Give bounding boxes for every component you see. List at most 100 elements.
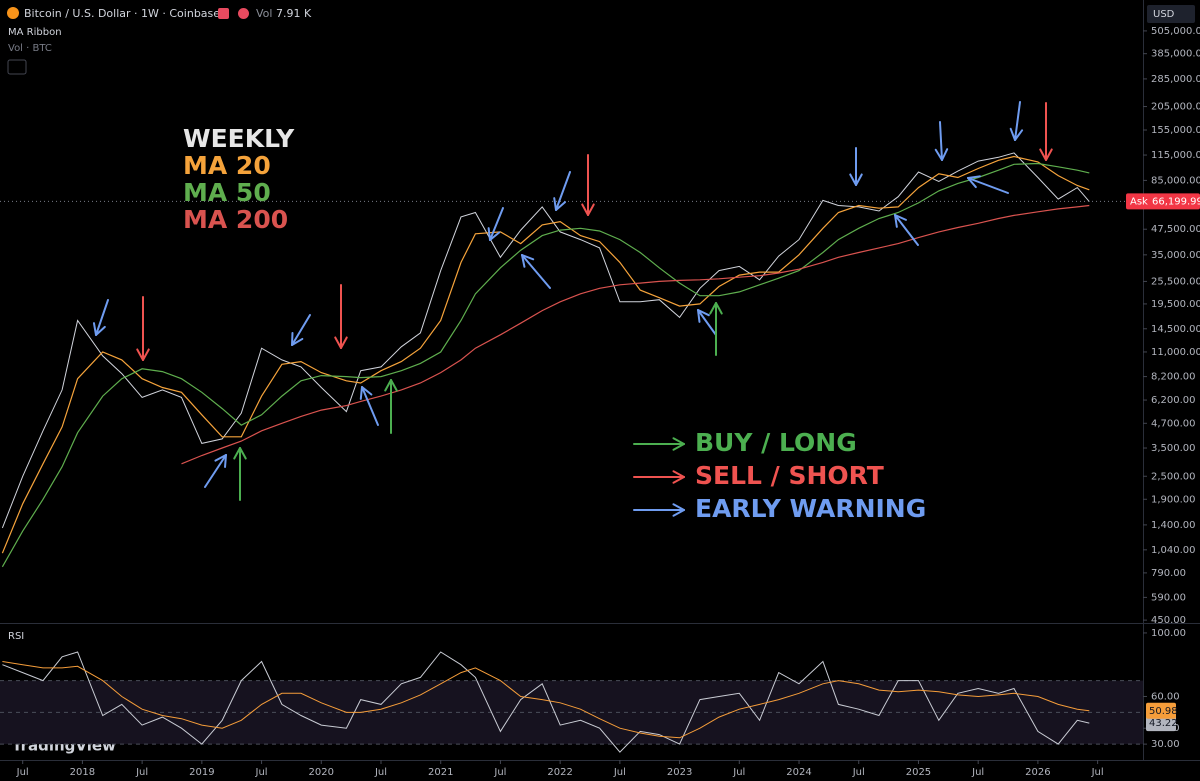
y-tick-label: 19,500.00 bbox=[1151, 299, 1200, 310]
y-tick-label: 285,000.00 bbox=[1151, 74, 1200, 85]
y-tick-label: 155,000.00 bbox=[1151, 125, 1200, 136]
arrow-part bbox=[555, 201, 567, 211]
y-tick-label: 1,400.00 bbox=[1151, 520, 1196, 531]
annotation: WEEKLY bbox=[183, 124, 295, 153]
legend-entry: MA 50 bbox=[183, 178, 271, 207]
arrow-part bbox=[92, 322, 97, 336]
arrow-part bbox=[1009, 127, 1016, 141]
arrow-part bbox=[214, 454, 227, 462]
arrow-part bbox=[361, 386, 379, 426]
y-tick-label: 1,900.00 bbox=[1151, 494, 1196, 505]
pane-title: RSI bbox=[8, 631, 24, 642]
annotation-arrow bbox=[291, 314, 311, 346]
y-tick-label: 2,500.00 bbox=[1151, 471, 1196, 482]
annotation-arrow bbox=[581, 154, 595, 216]
arrow-part bbox=[361, 386, 373, 396]
y-tick-label: 1,040.00 bbox=[1151, 545, 1196, 556]
arrow-part bbox=[340, 336, 348, 349]
arrow-part bbox=[95, 299, 109, 336]
annotation-arrow bbox=[359, 386, 379, 426]
annotation-arrow bbox=[633, 503, 685, 517]
annotation-arrow bbox=[92, 299, 109, 336]
ma-line bbox=[1, 162, 1090, 568]
annotation-arrow bbox=[934, 121, 949, 161]
x-tick-label: 2018 bbox=[70, 767, 95, 778]
y-tick-label: 8,200.00 bbox=[1151, 372, 1196, 383]
arrow-part bbox=[291, 337, 304, 346]
arrow-part bbox=[1045, 148, 1053, 161]
arrow-part bbox=[894, 214, 907, 221]
legend-entry: MA 200 bbox=[183, 205, 288, 234]
x-tick-label: 2024 bbox=[786, 767, 811, 778]
arrow-part bbox=[334, 336, 342, 349]
flag-icon[interactable] bbox=[218, 8, 229, 19]
symbol-title: Bitcoin / U.S. Dollar · 1W · Coinbase bbox=[24, 7, 220, 20]
legend-entry: MA 20 bbox=[183, 151, 271, 180]
annotation-arrow bbox=[633, 437, 685, 451]
annotation-arrow bbox=[136, 296, 150, 361]
x-tick-label: 2019 bbox=[189, 767, 214, 778]
arrow-part bbox=[697, 309, 717, 336]
value-tag-label: 50.98 bbox=[1149, 706, 1178, 717]
arrow-part bbox=[672, 443, 685, 451]
y-tick-label: 14,500.00 bbox=[1151, 324, 1200, 335]
arrow-part bbox=[581, 203, 589, 216]
arrow-part bbox=[672, 437, 685, 445]
x-tick-label: 2023 bbox=[667, 767, 692, 778]
x-tick-label: Jul bbox=[1091, 767, 1104, 778]
arrow-part bbox=[934, 148, 943, 161]
arrow-part bbox=[384, 379, 392, 392]
y-tick-label: 25,500.00 bbox=[1151, 276, 1200, 287]
arrow-part bbox=[1039, 148, 1047, 161]
arrow-part bbox=[555, 171, 571, 211]
arrow-part bbox=[697, 309, 701, 323]
y-tick-label: 35,000.00 bbox=[1151, 250, 1200, 261]
value-tag bbox=[1146, 715, 1176, 732]
arrow-part bbox=[239, 447, 247, 460]
currency-box[interactable] bbox=[1147, 5, 1195, 23]
y-tick-label: 100.00 bbox=[1151, 628, 1186, 639]
annotation-arrow bbox=[697, 309, 717, 336]
y-tick-label: 30.00 bbox=[1151, 739, 1180, 750]
arrow-part bbox=[715, 302, 723, 315]
price-tag-value: 66,199.99 bbox=[1152, 196, 1200, 207]
series-line bbox=[2, 651, 1090, 753]
arrow-part bbox=[672, 476, 685, 484]
currency: USD bbox=[1153, 9, 1175, 20]
annotation-arrow bbox=[487, 207, 504, 241]
ma-line bbox=[181, 204, 1090, 465]
arrow-part bbox=[204, 454, 227, 488]
arrow-part bbox=[967, 177, 1009, 194]
x-tick-label: Jul bbox=[255, 767, 268, 778]
alert-icon[interactable] bbox=[238, 8, 249, 19]
arrow-part bbox=[672, 509, 685, 517]
indicator-label: Vol · BTC bbox=[8, 43, 52, 54]
ma-line bbox=[1, 155, 1090, 554]
arrow-part bbox=[672, 503, 685, 511]
annotation-arrow bbox=[334, 284, 348, 349]
arrow-part bbox=[136, 348, 144, 361]
arrow-part bbox=[855, 173, 863, 186]
collapse-button[interactable] bbox=[7, 59, 27, 75]
y-tick-label: 60.00 bbox=[1151, 691, 1180, 702]
annotation-arrow bbox=[553, 171, 571, 211]
arrow-part bbox=[95, 325, 106, 336]
y-tick-label: 590.00 bbox=[1151, 592, 1186, 603]
y-tick-label: 205,000.00 bbox=[1151, 102, 1200, 113]
series-line bbox=[1, 152, 1090, 529]
annotation-arrow bbox=[633, 470, 685, 484]
arrow-part bbox=[941, 148, 949, 161]
price-tag-label: Ask bbox=[1130, 196, 1148, 207]
arrow-part bbox=[709, 302, 717, 315]
arrow-part bbox=[390, 379, 398, 392]
y-tick-label: 115,000.00 bbox=[1151, 150, 1200, 161]
arrow-part bbox=[291, 314, 311, 346]
annotation-arrow bbox=[233, 447, 247, 501]
x-tick-label: 2025 bbox=[906, 767, 931, 778]
arrow-part bbox=[224, 454, 227, 468]
y-tick-label: 6,200.00 bbox=[1151, 395, 1196, 406]
y-tick-label: 790.00 bbox=[1151, 568, 1186, 579]
arrow-part bbox=[489, 207, 504, 241]
